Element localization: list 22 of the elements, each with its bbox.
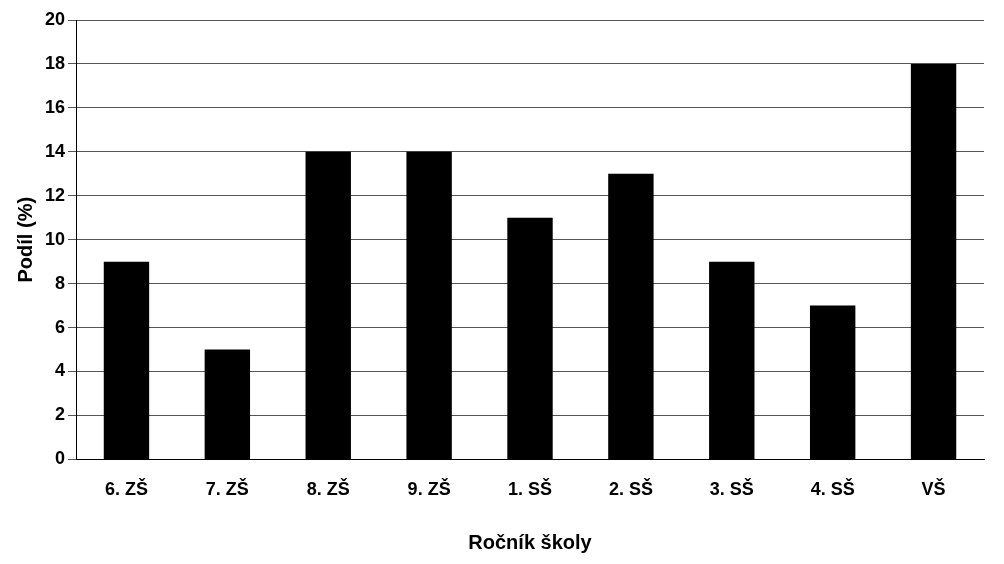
y-tick-label: 8 (55, 272, 66, 293)
x-tick-label: 8. ZŠ (306, 478, 350, 500)
x-tick-label: 6. ZŠ (104, 478, 148, 500)
x-tick-label: VŠ (921, 478, 946, 500)
y-tick-label: 18 (44, 52, 66, 73)
y-tick-label: 6 (55, 316, 66, 337)
y-tick-label: 20 (44, 8, 66, 29)
y-tick-label: 2 (55, 404, 66, 425)
x-tick-label: 1. SŠ (508, 478, 553, 500)
y-tick-label: 16 (44, 96, 66, 117)
x-axis-title: Ročník školy (468, 530, 593, 553)
y-tick-label: 12 (44, 184, 66, 205)
x-tick-label: 4. SŠ (810, 478, 855, 500)
y-tick-label: 4 (55, 360, 66, 381)
x-tick-label: 7. ZŠ (205, 478, 249, 500)
y-tick-label: 14 (44, 140, 66, 161)
x-tick-label: 2. SŠ (608, 478, 653, 500)
y-tick-label: 0 (55, 448, 66, 469)
y-axis-title: Podíl (%) (13, 196, 36, 283)
y-tick-label: 10 (44, 228, 66, 249)
x-tick-label: 3. SŠ (709, 478, 754, 500)
x-tick-label: 9. ZŠ (407, 478, 451, 500)
